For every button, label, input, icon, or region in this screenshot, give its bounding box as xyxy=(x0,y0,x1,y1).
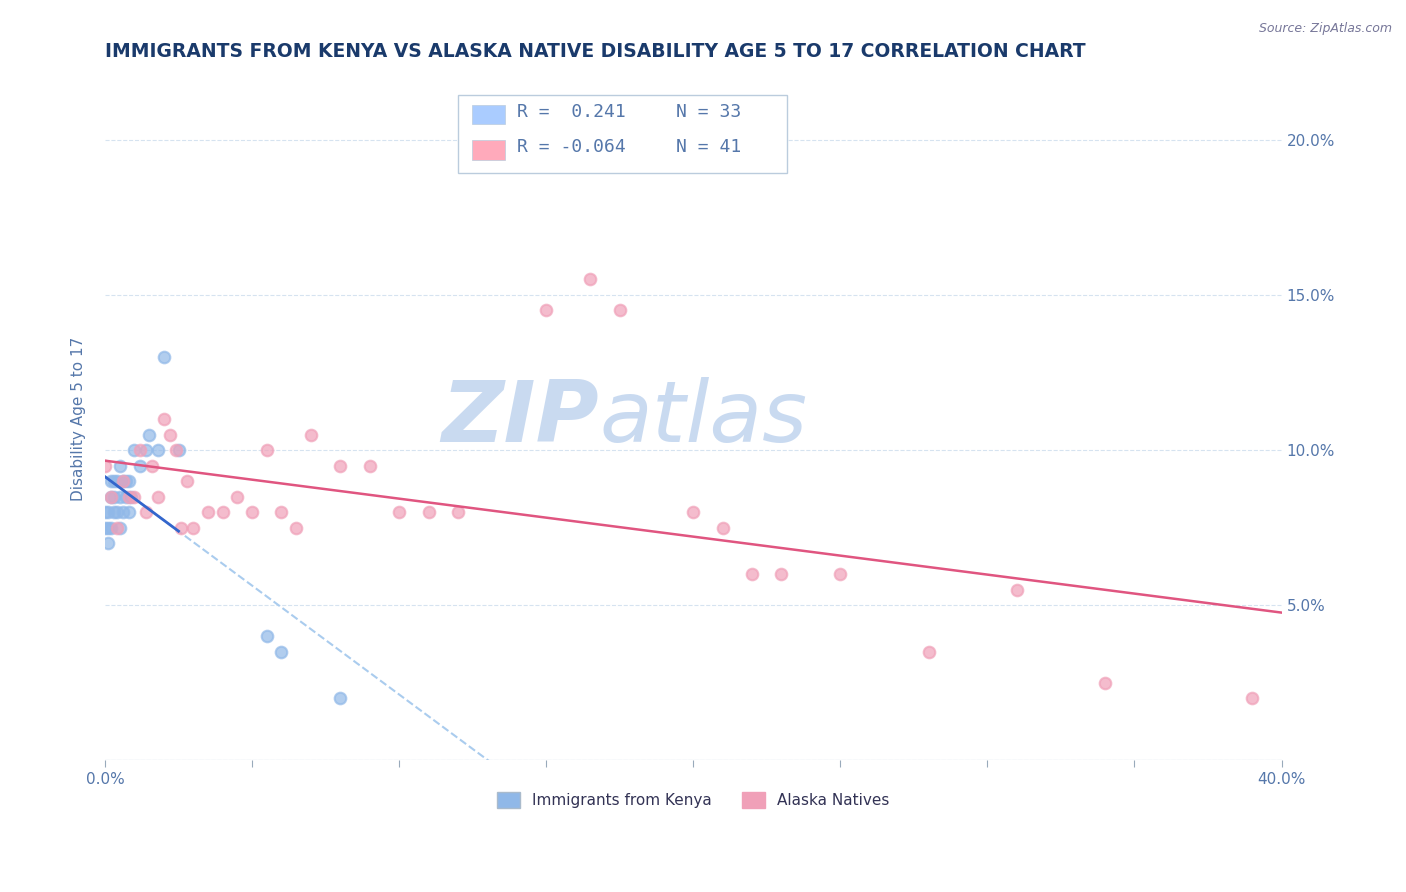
Point xyxy=(103,490,125,504)
Point xyxy=(534,303,557,318)
Point xyxy=(114,474,136,488)
Point xyxy=(97,505,120,519)
Point xyxy=(447,505,470,519)
Point xyxy=(100,474,122,488)
Point xyxy=(138,427,160,442)
Point xyxy=(165,443,187,458)
Point xyxy=(108,520,131,534)
Text: R = -0.064: R = -0.064 xyxy=(517,138,626,156)
Point xyxy=(226,490,249,504)
Point xyxy=(329,691,352,706)
Point xyxy=(197,505,219,519)
Point xyxy=(129,458,152,473)
Point xyxy=(159,427,181,442)
Point xyxy=(711,520,734,534)
Point xyxy=(359,458,381,473)
Point xyxy=(94,505,117,519)
Point xyxy=(103,505,125,519)
Point xyxy=(682,505,704,519)
Point xyxy=(270,645,292,659)
Point xyxy=(270,505,292,519)
Point xyxy=(135,505,157,519)
Point xyxy=(117,490,139,504)
Point xyxy=(609,303,631,318)
Point xyxy=(830,567,852,582)
Text: R =  0.241: R = 0.241 xyxy=(517,103,626,120)
Point xyxy=(146,490,169,504)
Point xyxy=(111,505,134,519)
Point xyxy=(299,427,322,442)
Point xyxy=(329,458,352,473)
Text: N = 33: N = 33 xyxy=(676,103,741,120)
Text: atlas: atlas xyxy=(599,377,807,460)
Point xyxy=(97,520,120,534)
FancyBboxPatch shape xyxy=(472,140,505,160)
Point xyxy=(124,490,146,504)
Point xyxy=(121,490,143,504)
Point xyxy=(100,520,122,534)
Text: IMMIGRANTS FROM KENYA VS ALASKA NATIVE DISABILITY AGE 5 TO 17 CORRELATION CHART: IMMIGRANTS FROM KENYA VS ALASKA NATIVE D… xyxy=(105,42,1085,61)
Point xyxy=(741,567,763,582)
Point xyxy=(105,505,128,519)
Point xyxy=(124,443,146,458)
Point xyxy=(114,490,136,504)
Point xyxy=(153,412,176,426)
Point xyxy=(770,567,793,582)
Point xyxy=(108,490,131,504)
Point xyxy=(111,474,134,488)
Point xyxy=(579,272,602,286)
Text: Source: ZipAtlas.com: Source: ZipAtlas.com xyxy=(1258,22,1392,36)
FancyBboxPatch shape xyxy=(458,95,787,173)
Point xyxy=(108,458,131,473)
Point xyxy=(141,458,163,473)
Point xyxy=(105,474,128,488)
Point xyxy=(111,474,134,488)
Point xyxy=(256,443,278,458)
Point xyxy=(94,458,117,473)
Point xyxy=(135,443,157,458)
Point xyxy=(153,350,176,364)
Point xyxy=(97,536,120,550)
Point xyxy=(100,490,122,504)
Point xyxy=(103,474,125,488)
Point xyxy=(176,474,198,488)
Point xyxy=(240,505,263,519)
Point xyxy=(1241,691,1264,706)
Point xyxy=(285,520,308,534)
Point xyxy=(211,505,233,519)
Point xyxy=(256,629,278,643)
Point xyxy=(1005,582,1028,597)
Point xyxy=(167,443,190,458)
Legend: Immigrants from Kenya, Alaska Natives: Immigrants from Kenya, Alaska Natives xyxy=(491,786,896,814)
Text: ZIP: ZIP xyxy=(441,377,599,460)
FancyBboxPatch shape xyxy=(472,105,505,124)
Text: N = 41: N = 41 xyxy=(676,138,741,156)
Point xyxy=(94,520,117,534)
Point xyxy=(388,505,411,519)
Point xyxy=(117,505,139,519)
Point xyxy=(117,474,139,488)
Point xyxy=(181,520,204,534)
Point xyxy=(129,443,152,458)
Point xyxy=(105,520,128,534)
Point xyxy=(418,505,440,519)
Point xyxy=(917,645,939,659)
Point xyxy=(100,490,122,504)
Point xyxy=(1094,675,1116,690)
Point xyxy=(146,443,169,458)
Point xyxy=(170,520,193,534)
Y-axis label: Disability Age 5 to 17: Disability Age 5 to 17 xyxy=(72,337,86,501)
